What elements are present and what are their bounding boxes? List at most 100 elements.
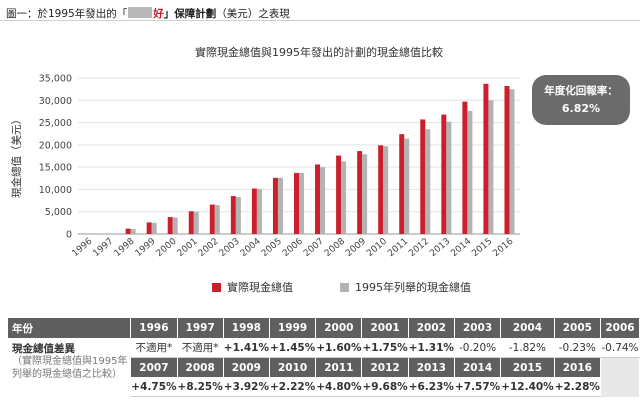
bar-projected [172, 217, 178, 234]
heading-suffix: 」保障計劃 [163, 8, 217, 20]
y-tick-label: 10,000 [39, 185, 72, 196]
year-cell: 2004 [500, 318, 555, 338]
x-tick-label: 1996 [70, 236, 94, 259]
value-cell: +6.23% [408, 377, 455, 397]
bar-actual [483, 83, 489, 234]
bar-actual [336, 155, 342, 234]
value-cell: +7.57% [454, 377, 502, 397]
year-cell: 2015 [500, 357, 555, 377]
bar-actual [357, 151, 363, 234]
bar-actual [315, 164, 321, 234]
bar-projected [193, 211, 199, 234]
year-cell: 2006 [600, 318, 640, 338]
x-tick-label: 2008 [323, 236, 347, 259]
legend-projected: 1995年列舉的現金總值 [340, 279, 471, 295]
year-cell: 2005 [554, 318, 601, 338]
bar-projected [404, 138, 410, 234]
return-value: 6.82% [561, 102, 601, 115]
x-tick-label: 2011 [386, 237, 410, 259]
legend-projected-label: 1995年列舉的現金總值 [355, 281, 471, 294]
bar-projected [151, 222, 157, 234]
bar-actual [504, 86, 510, 234]
year-cell: 1998 [223, 318, 271, 338]
table-header-row-2: 2007 2008 2009 2010 2011 2012 2013 2014 … [8, 357, 640, 397]
y-tick-label: 25,000 [39, 118, 72, 129]
x-tick-label: 2001 [176, 237, 200, 259]
year-cell: 2016 [554, 357, 601, 377]
bar-chart: 實際現金總值與1995年發出的計劃的現金總值比較 0 5,000 10,000 15,0… [10, 45, 520, 259]
y-tick-label: 0 [66, 230, 72, 241]
year-cell: 2003 [454, 318, 502, 338]
x-tick-label: 2012 [407, 237, 431, 259]
bar-actual [188, 211, 194, 234]
heading-product-name: 好 [153, 8, 164, 20]
table-row: +4.75% +8.25% +3.92% +2.22% +4.80% +9.68… [8, 377, 640, 397]
x-tick-label: 2002 [197, 237, 221, 259]
heading-divider [0, 20, 640, 21]
year-cell: 2001 [361, 318, 409, 338]
value-cell: +1.75% [361, 338, 409, 358]
value-cell: +9.68% [361, 377, 409, 397]
value-cell: +2.22% [269, 377, 317, 397]
value-cell: +4.75% [130, 377, 178, 397]
bar-actual [272, 177, 278, 234]
x-tick-label: 2014 [449, 236, 473, 259]
bar-actual [294, 172, 299, 234]
value-cell: +1.60% [315, 338, 363, 358]
redacted-block [128, 7, 153, 18]
year-cell: 1997 [177, 318, 224, 338]
year-cell: 1999 [269, 318, 317, 338]
y-tick-label: 15,000 [39, 163, 72, 174]
bar-actual [146, 222, 152, 234]
bar-actual [125, 228, 131, 234]
bar-actual [167, 217, 173, 234]
bar-projected [488, 100, 494, 235]
value-cell: +1.41% [223, 338, 271, 358]
year-cell: 2000 [315, 318, 363, 338]
value-cell: +8.25% [177, 377, 224, 397]
empty-cell [600, 357, 640, 397]
year-cell: 2009 [223, 357, 271, 377]
legend-actual-label: 實際現金總值 [227, 281, 293, 294]
year-header: 年份 [8, 318, 132, 338]
bar-actual [441, 114, 447, 234]
value-cell: +12.40% [500, 377, 555, 397]
x-tick-label: 2003 [218, 237, 242, 259]
x-tick-label: 2015 [470, 237, 494, 259]
year-cell: 2013 [408, 357, 455, 377]
table-row: 現金總值差異 （實際現金總值與1995年 列舉的現金總值之比較） 不適用* 不適… [8, 338, 640, 397]
bar-projected [130, 229, 136, 234]
x-tick-label: 2005 [260, 237, 284, 259]
x-tick-label: 2006 [281, 236, 305, 259]
year-cell: 2014 [454, 357, 502, 377]
difference-table: 年份 1996 1997 1998 1999 2000 2001 2002 20… [8, 318, 640, 397]
bar-projected [425, 129, 431, 234]
legend-swatch-gray [340, 282, 349, 292]
legend-actual: 實際現金總值 [212, 279, 293, 295]
row-label-note-2: 列舉的現金總值之比較） [12, 368, 122, 380]
value-cell: +4.80% [315, 377, 363, 397]
legend-swatch-red [212, 282, 221, 292]
year-cell: 2011 [315, 357, 363, 377]
chart-title: 實際現金總值與1995年發出的計劃的現金總值比較 [195, 45, 443, 59]
return-label: 年度化回報率： [544, 85, 618, 97]
y-tick-label: 5,000 [45, 207, 72, 218]
bar-projected [383, 146, 389, 234]
figure-heading: 圖一：於1995年發出的「 好」保障計劃（美元）之表現 [6, 6, 290, 21]
row-label-note-1: （實際現金總值與1995年 [12, 356, 128, 367]
value-cell: +3.92% [223, 377, 271, 397]
value-cell: +1.31% [408, 338, 455, 358]
bar-actual [399, 134, 405, 234]
value-cell: 不適用* [130, 338, 178, 358]
bar-projected [299, 172, 304, 234]
bar-actual [230, 196, 236, 234]
bar-actual [420, 119, 426, 234]
y-tick-label: 20,000 [39, 140, 72, 151]
year-cell: 1996 [130, 318, 178, 338]
row-label: 現金總值差異 （實際現金總值與1995年 列舉的現金總值之比較） [8, 338, 132, 397]
x-tick-label: 2000 [155, 236, 179, 259]
x-tick-label: 2009 [344, 236, 368, 259]
x-tick-label: 1999 [134, 236, 158, 259]
bar-projected [362, 154, 368, 234]
heading-unit: （美元）之表現 [216, 8, 290, 20]
